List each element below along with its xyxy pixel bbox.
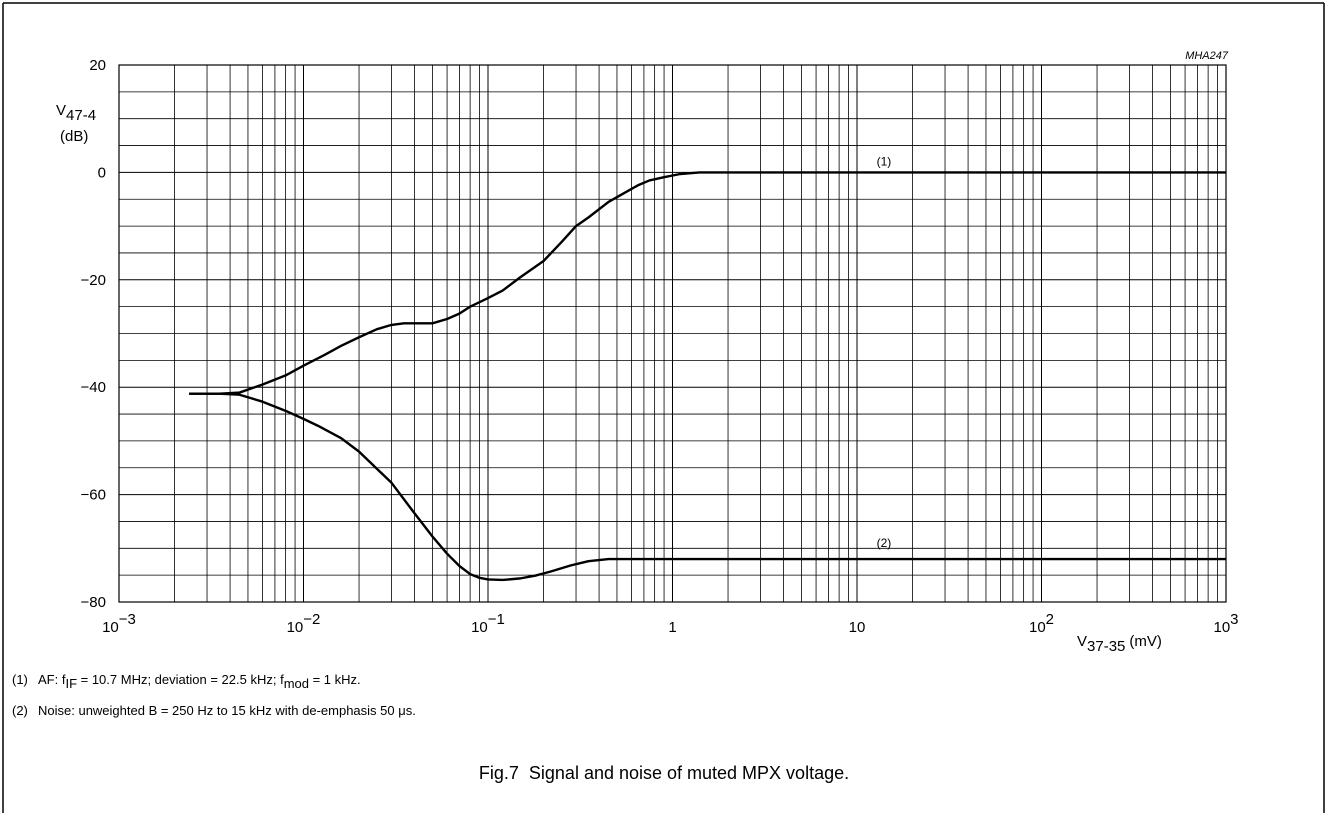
x-tick-base: 10 <box>1029 619 1046 636</box>
x-axis-label-main: V <box>1077 633 1087 650</box>
note-1-mid: = 10.7 MHz; deviation = 22.5 kHz; f <box>77 672 284 687</box>
y-axis-label: V47-4 <box>56 102 96 124</box>
figure-id: MHA247 <box>1185 50 1229 62</box>
x-tick-label: 103 <box>1213 611 1238 636</box>
y-axis-label-main: V <box>56 102 66 119</box>
x-tick-label: 1 <box>668 619 676 636</box>
x-tick-label: 10−3 <box>102 611 136 636</box>
data-curves <box>189 171 1226 582</box>
x-tick-base: 10 <box>471 619 488 636</box>
note-1-num: (1) <box>12 672 28 687</box>
x-tick-exponent: 2 <box>1046 611 1054 628</box>
y-axis-unit: (dB) <box>60 128 88 145</box>
series-1-line <box>189 171 1226 395</box>
x-tick-exponent: −1 <box>488 611 505 628</box>
note-1-post: = 1 kHz. <box>309 672 361 687</box>
x-tick-label: 10 <box>849 619 866 636</box>
series-2-line <box>189 392 1226 582</box>
x-tick-base: 10 <box>1213 619 1230 636</box>
series-1-label: (1) <box>877 155 892 169</box>
note-1: (1) AF: fIF = 10.7 MHz; deviation = 22.5 … <box>12 672 361 691</box>
figure-caption: Fig.7 Signal and noise of muted MPX volta… <box>479 763 849 783</box>
x-tick-base: 10 <box>102 619 119 636</box>
x-axis-label-unit: (mV) <box>1129 633 1162 650</box>
note-1-pre: AF: f <box>38 672 66 687</box>
y-tick-label: −80 <box>81 594 106 611</box>
note-2: (2) Noise: unweighted B = 250 Hz to 15 kH… <box>12 703 416 718</box>
note-1-sub1: IF <box>65 676 77 691</box>
y-tick-label: 20 <box>89 57 106 74</box>
y-tick-label: −60 <box>81 487 106 504</box>
plot-area: 200−20−40−60−80 10−3 10−2 10−1 1 10 102 103 (1… <box>81 57 1239 636</box>
note-2-text: Noise: unweighted B = 250 Hz to 15 kHz w… <box>38 703 416 718</box>
grid-lines <box>119 65 1226 602</box>
y-tick-labels: 20 0 −20 −40 −60 −80 <box>81 57 106 611</box>
y-tick-label: −20 <box>81 272 106 289</box>
notes: (1) AF: fIF = 10.7 MHz; deviation = 22.5 … <box>12 672 416 718</box>
x-tick-label: 10−2 <box>287 611 321 636</box>
x-tick-base: 10 <box>849 619 866 636</box>
y-tick-label: −40 <box>81 379 106 396</box>
x-axis-label: V37-35 (mV) <box>1077 633 1162 655</box>
note-1-sub2: mod <box>284 676 309 691</box>
x-tick-base: 10 <box>287 619 304 636</box>
caption-label: Fig.7 <box>479 763 519 783</box>
x-tick-exponent: −2 <box>303 611 320 628</box>
x-axis-label-sub: 37-35 <box>1087 638 1125 655</box>
caption-text: Signal and noise of muted MPX voltage. <box>529 763 849 783</box>
x-tick-label: 102 <box>1029 611 1054 636</box>
x-tick-labels: 10−3 10−2 10−1 1 10 102 103 <box>102 611 1238 636</box>
y-tick-label: 0 <box>98 164 106 181</box>
note-2-num: (2) <box>12 703 28 718</box>
plot-border <box>118 64 1227 603</box>
x-tick-exponent: 3 <box>1230 611 1238 628</box>
x-tick-exponent: −3 <box>119 611 136 628</box>
x-tick-base: 1 <box>668 619 676 636</box>
x-tick-label: 10−1 <box>471 611 505 636</box>
curve-labels: (1) (2) <box>877 155 892 550</box>
y-axis-label-sub: 47-4 <box>66 107 96 124</box>
series-2-label: (2) <box>877 536 892 550</box>
